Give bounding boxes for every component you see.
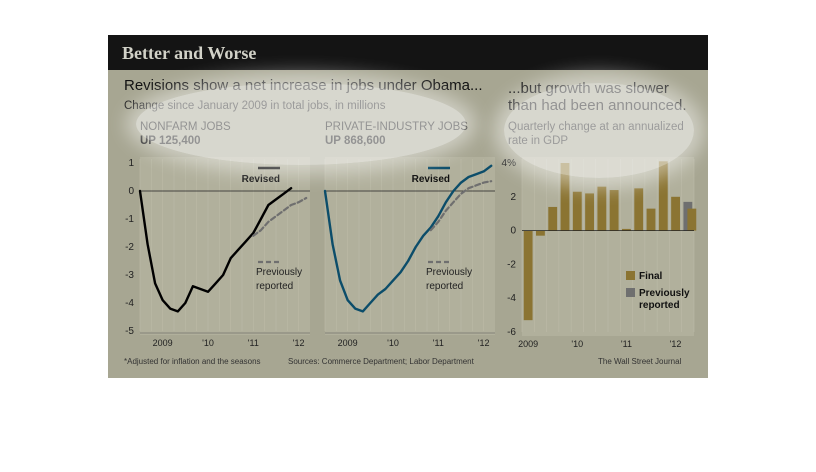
gdp-bar-final [671,196,680,231]
nonfarm-ytick-label: -3 [125,270,134,281]
nonfarm-xtick-label: '10 [202,338,214,348]
gdp-bar-final [548,206,558,231]
gdp-bar-final [622,228,631,231]
gdp-bar-final [609,190,619,231]
nonfarm-ytick-label: 1 [128,158,134,169]
nonfarm-xtick-label: '11 [248,338,259,348]
nonfarm-ytick-label: -4 [125,298,134,309]
gdp-bar-final [646,208,656,231]
gdp-bar-final [634,188,644,231]
private-legend-previous-line2: reported [426,281,463,292]
private-xtick-label: 2009 [338,338,358,348]
gdp-bar-final [560,163,570,231]
gdp-legend-final: Final [639,271,663,282]
private-xtick-label: '11 [433,338,444,348]
gdp-ytick-label: -4 [507,293,516,304]
title-bar: Better and Worse [108,35,708,70]
gdp-bar-final [585,193,594,231]
main-title: Better and Worse [122,43,257,63]
private-legend-revised: Revised [412,174,450,185]
gdp-ytick-label: 0 [510,226,516,237]
gdp-bar-final [572,191,582,231]
gdp-legend-previous-line2: reported [639,300,680,311]
gdp-bar-final-latest [687,208,697,231]
graphic-panel: Better and Worse Revisions show a net in… [108,35,708,378]
private-xtick-label: '10 [387,338,399,348]
gdp-ytick-label: 4% [502,158,517,169]
nonfarm-ytick-label: -2 [125,242,134,253]
nonfarm-ytick-label: -5 [125,326,134,337]
gdp-legend-final-swatch [626,271,635,280]
nonfarm-ytick-label: 0 [128,186,134,197]
gdp-xtick-label: 2009 [518,339,538,349]
nonfarm-legend-revised: Revised [242,174,280,185]
gdp-xtick-label: '11 [621,339,632,349]
gdp-xtick-label: '12 [670,339,682,349]
gdp-bar-final [597,186,607,231]
nonfarm-xtick-label: 2009 [153,338,173,348]
gdp-xtick-label: '10 [571,339,583,349]
private-legend-previous-line1: Previously [426,267,472,278]
nonfarm-ytick-label: -1 [125,214,134,225]
sources: Sources: Commerce Department; Labor Depa… [288,357,474,366]
nonfarm-plot-area [140,157,310,335]
private-series-revised [323,164,493,313]
gdp-bar-final [658,161,668,231]
gdp-legend-previous-line1: Previously [639,288,690,299]
gdp-bar-final [536,230,545,236]
private-plot-area [325,157,495,335]
private-xtick-label: '12 [478,338,490,348]
nonfarm-xtick-label: '12 [293,338,305,348]
gdp-ytick-label: 2 [510,192,516,203]
nonfarm-series-revised [138,186,293,313]
nonfarm-series-previous [252,196,308,237]
private-series-previous [429,180,493,232]
gdp-bar-final [523,230,533,321]
footnote: *Adjusted for inflation and the seasons [124,357,261,366]
gdp-ytick-label: -2 [507,259,516,270]
credit: The Wall Street Journal [598,357,682,366]
gdp-legend-previous-swatch [626,288,635,297]
charts-svg: 1 0 -1 -2 -3 -4 -5 2009 '10 '11 '12 Revised Previous… [125,157,697,349]
nonfarm-legend-previous-line2: reported [256,281,293,292]
gdp-ytick-label: -6 [507,327,516,338]
nonfarm-legend-previous-line1: Previously [256,267,302,278]
